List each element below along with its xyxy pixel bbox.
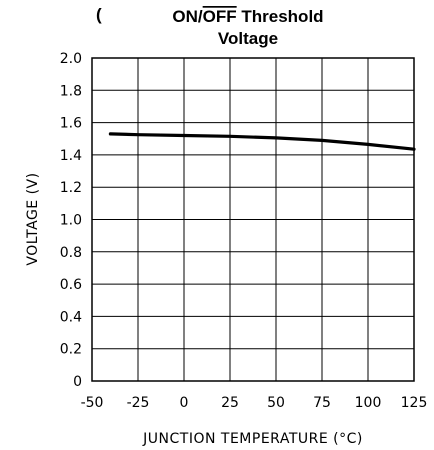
x-tick-label: 75 bbox=[313, 395, 331, 411]
title-prefix: ( bbox=[96, 5, 102, 24]
y-tick-label: 0.4 bbox=[60, 309, 82, 325]
chart-title-line2: Voltage bbox=[218, 29, 278, 48]
y-tick-label: 0.8 bbox=[60, 245, 82, 261]
title-on: ON/ bbox=[172, 7, 203, 26]
x-tick-label: 100 bbox=[355, 395, 382, 411]
x-tick-label: 0 bbox=[180, 395, 189, 411]
plot-frame bbox=[91, 57, 415, 382]
chart-title-line1: ON/OFF Threshold bbox=[172, 7, 323, 26]
title-off-overlined: OFF bbox=[203, 7, 237, 26]
y-axis-label: VOLTAGE (V) bbox=[25, 172, 41, 265]
x-tick-label: 50 bbox=[267, 395, 285, 411]
title-threshold: Threshold bbox=[237, 7, 324, 26]
y-tick-label: 0.6 bbox=[60, 277, 82, 293]
x-axis-label: JUNCTION TEMPERATURE (°C) bbox=[142, 431, 363, 447]
tick-layer: -50 -25 0 25 50 75 100 125 0 0.2 0.4 0.6 0.8 1.0 1.2 1.… bbox=[60, 51, 428, 411]
y-tick-label: 2.0 bbox=[60, 51, 82, 67]
x-tick-label: -25 bbox=[127, 395, 150, 411]
x-tick-label: -50 bbox=[81, 395, 104, 411]
y-tick-label: 1.8 bbox=[60, 83, 82, 99]
x-tick-label: 25 bbox=[221, 395, 239, 411]
y-tick-label: 1.4 bbox=[60, 148, 82, 164]
y-tick-label: 1.2 bbox=[60, 180, 82, 196]
x-tick-label: 125 bbox=[401, 395, 428, 411]
y-tick-label: 1.6 bbox=[60, 116, 82, 132]
y-tick-label: 0 bbox=[73, 374, 82, 390]
y-tick-label: 1.0 bbox=[60, 213, 82, 229]
y-tick-label: 0.2 bbox=[60, 342, 82, 358]
series-line bbox=[108, 132, 416, 151]
grid-layer bbox=[91, 57, 415, 382]
